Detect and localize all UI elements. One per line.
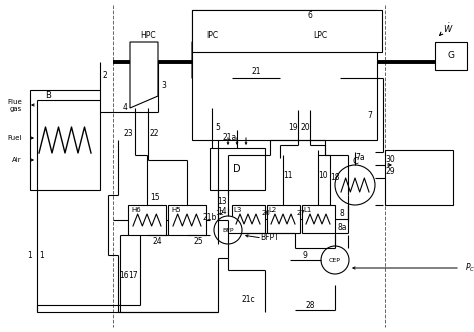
Text: 14: 14 [217, 208, 227, 216]
Text: Fuel: Fuel [8, 135, 22, 141]
Text: 8: 8 [340, 208, 345, 217]
Bar [168, 205, 206, 235]
Text: 17: 17 [128, 271, 138, 280]
Bar [192, 10, 377, 140]
Text: Flue
gas: Flue gas [7, 99, 22, 112]
Text: CEP: CEP [329, 258, 341, 263]
Text: 5: 5 [216, 124, 220, 132]
Bar [267, 205, 300, 233]
Bar [30, 90, 100, 190]
Polygon shape [290, 55, 332, 100]
Text: HPC: HPC [140, 32, 156, 41]
Text: BFP: BFP [222, 227, 234, 232]
Text: 18: 18 [330, 174, 340, 183]
Circle shape [321, 246, 349, 274]
Text: 11: 11 [283, 171, 293, 180]
Text: C: C [352, 157, 358, 167]
Bar [128, 205, 166, 235]
Text: 25: 25 [193, 237, 203, 246]
Bar [302, 205, 335, 233]
Text: 23: 23 [123, 128, 133, 137]
Polygon shape [200, 54, 224, 96]
Text: 28: 28 [305, 300, 315, 309]
Text: D: D [233, 164, 241, 174]
Text: 4: 4 [123, 103, 128, 112]
Text: H6: H6 [131, 207, 141, 213]
Text: 6: 6 [308, 11, 312, 20]
Polygon shape [130, 42, 158, 108]
Text: 21: 21 [251, 67, 261, 76]
Text: 24: 24 [152, 237, 162, 246]
Text: L2: L2 [269, 207, 277, 213]
Text: 29: 29 [385, 168, 395, 177]
Text: 3: 3 [162, 80, 166, 90]
Bar [385, 150, 453, 205]
Polygon shape [282, 42, 340, 110]
Text: H5: H5 [171, 207, 181, 213]
Text: 22: 22 [149, 128, 159, 137]
Text: 8a: 8a [337, 223, 347, 232]
Bar [435, 42, 467, 70]
Text: L1: L1 [304, 207, 312, 213]
Circle shape [214, 216, 242, 244]
Text: 10: 10 [318, 171, 328, 180]
Text: 21c: 21c [241, 295, 255, 304]
Circle shape [335, 165, 375, 205]
Text: $\dot{W}$: $\dot{W}$ [443, 21, 453, 35]
Text: L3: L3 [234, 207, 242, 213]
Text: 19: 19 [288, 124, 298, 132]
Text: 9: 9 [302, 251, 308, 260]
Text: 7: 7 [367, 111, 373, 120]
Polygon shape [192, 42, 232, 108]
Text: 20: 20 [300, 124, 310, 132]
Text: 30: 30 [385, 155, 395, 164]
Text: 1: 1 [27, 251, 32, 260]
Bar [232, 205, 265, 233]
Text: 21a: 21a [223, 133, 237, 142]
Text: $P_{CEP}$: $P_{CEP}$ [465, 262, 474, 274]
Text: 2: 2 [103, 70, 108, 79]
Text: 13: 13 [217, 198, 227, 207]
Text: 21b: 21b [203, 213, 217, 222]
Bar [210, 148, 265, 190]
Text: 15: 15 [150, 194, 160, 203]
Bar [192, 10, 382, 52]
Text: Air: Air [12, 157, 22, 163]
Text: LPC: LPC [313, 32, 327, 41]
Text: 1: 1 [40, 251, 45, 260]
Text: 12: 12 [215, 210, 224, 216]
Text: 26: 26 [262, 210, 271, 216]
Text: B: B [45, 91, 51, 100]
Text: G: G [447, 51, 455, 60]
Text: IPC: IPC [206, 32, 218, 41]
Text: 27: 27 [297, 210, 305, 216]
Text: 16: 16 [119, 271, 129, 280]
Text: BFPT: BFPT [261, 233, 279, 242]
Text: 7a: 7a [355, 153, 365, 162]
